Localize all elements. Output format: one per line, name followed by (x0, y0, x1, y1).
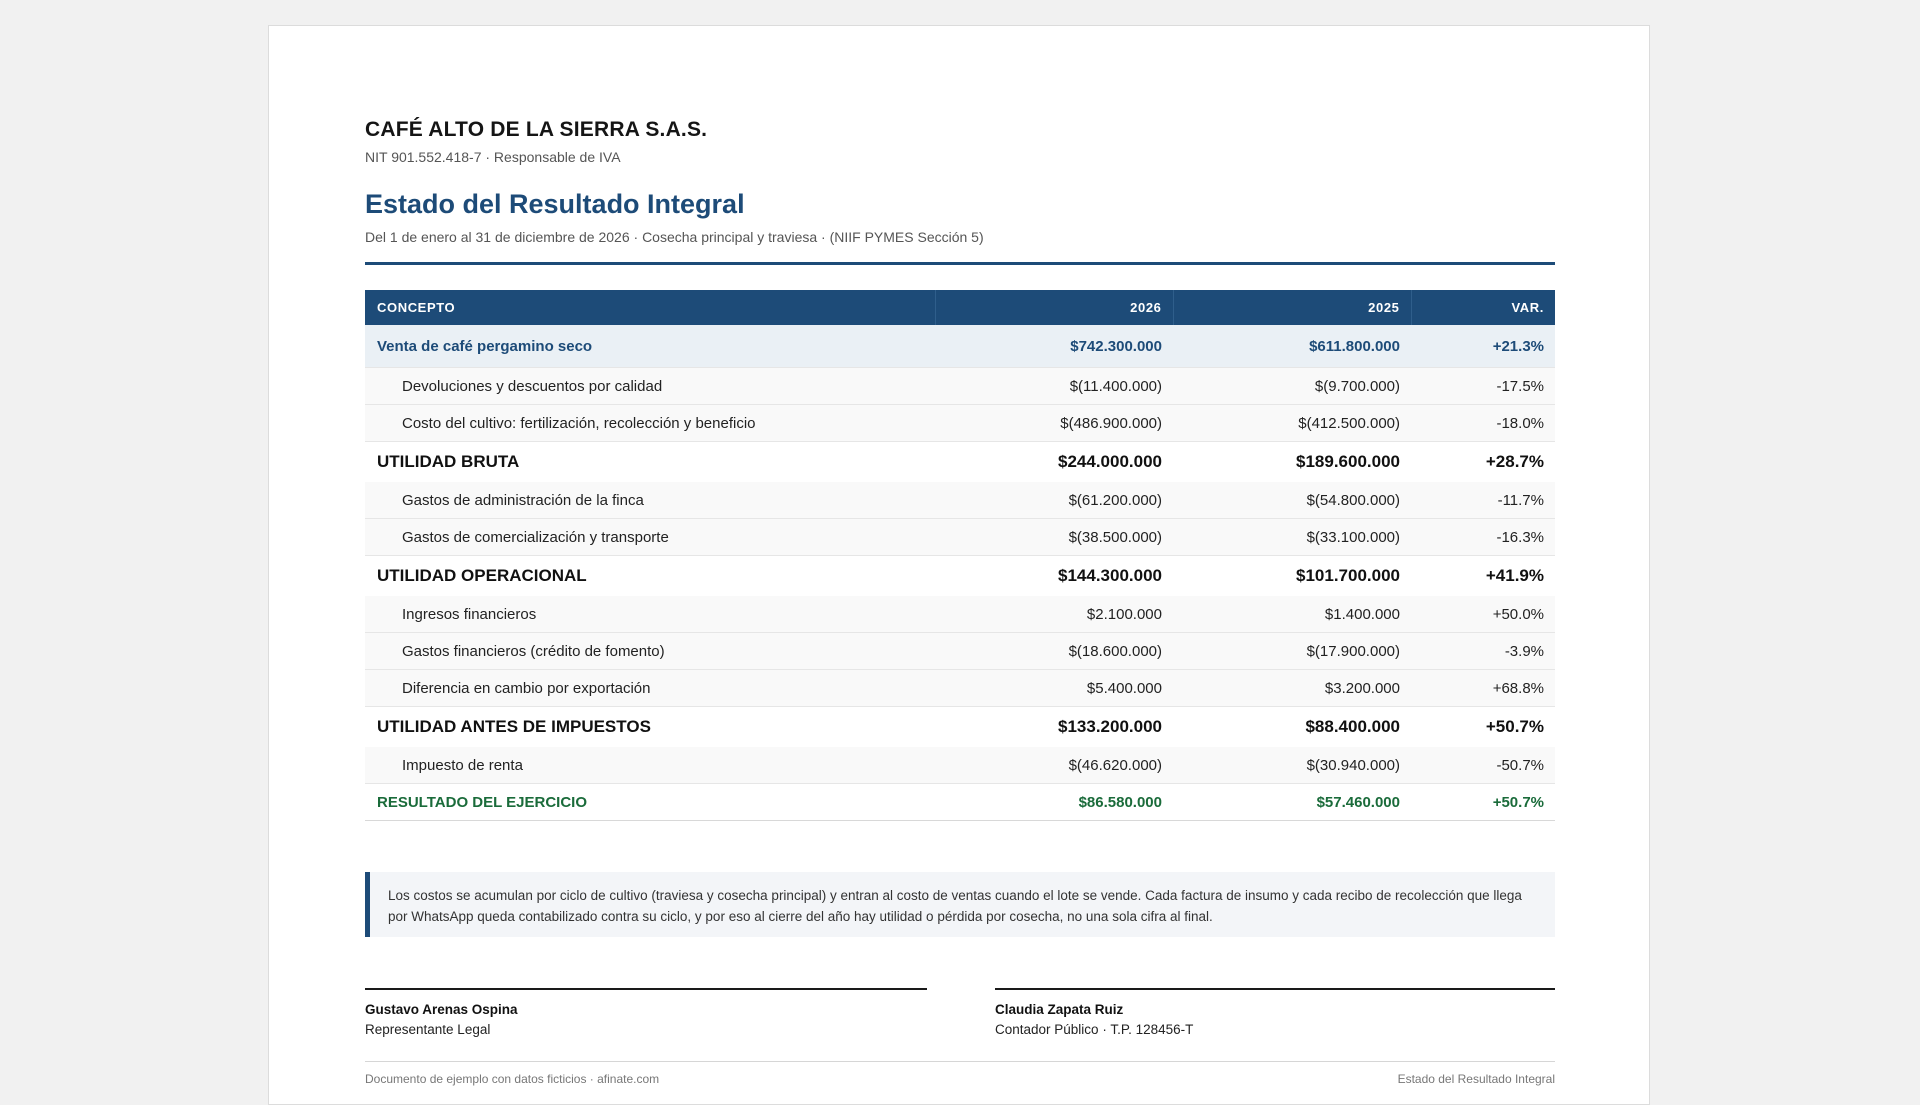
accounting-note: Los costos se acumulan por ciclo de cult… (365, 872, 1555, 937)
row-value-2025: $(17.900.000) (1173, 632, 1411, 670)
signatory-name: Claudia Zapata Ruiz (995, 1002, 1124, 1017)
row-concept: Devoluciones y descuentos por calidad (365, 367, 935, 405)
row-concept: Venta de café pergamino seco (365, 325, 935, 368)
row-concept: UTILIDAD ANTES DE IMPUESTOS (365, 706, 935, 747)
title-divider (365, 262, 1555, 265)
table-row: Gastos de comercialización y transporte … (365, 518, 1555, 556)
row-concept: UTILIDAD BRUTA (365, 441, 935, 482)
row-value-2025: $189.600.000 (1173, 441, 1411, 482)
table-row-subtotal: UTILIDAD BRUTA $244.000.000 $189.600.000… (365, 441, 1555, 482)
signatory-name: Gustavo Arenas Ospina (365, 1002, 518, 1017)
header-variation: VAR. (1411, 290, 1555, 325)
footer-document-name: Estado del Resultado Integral (1397, 1072, 1555, 1086)
row-value-2026: $5.400.000 (935, 669, 1173, 707)
row-variation: +41.9% (1411, 555, 1555, 596)
row-concept: Gastos financieros (crédito de fomento) (365, 632, 935, 670)
table-row: Costo del cultivo: fertilización, recole… (365, 404, 1555, 442)
table-row-result: RESULTADO DEL EJERCICIO $86.580.000 $57.… (365, 783, 1555, 821)
signature-block-legal-rep: Gustavo Arenas Ospina Representante Lega… (365, 988, 927, 1040)
row-value-2026: $(46.620.000) (935, 747, 1173, 784)
row-variation: -11.7% (1411, 482, 1555, 519)
header-concept: CONCEPTO (365, 290, 936, 325)
income-statement-table: CONCEPTO 2026 2025 VAR. Venta de café pe… (365, 290, 1555, 821)
header-2025: 2025 (1173, 290, 1412, 325)
row-value-2026: $(61.200.000) (935, 482, 1173, 519)
table-row-subtotal: UTILIDAD ANTES DE IMPUESTOS $133.200.000… (365, 706, 1555, 747)
row-value-2026: $(11.400.000) (935, 367, 1173, 405)
table-header-row: CONCEPTO 2026 2025 VAR. (365, 290, 1555, 325)
row-variation: -18.0% (1411, 404, 1555, 442)
row-variation: -16.3% (1411, 518, 1555, 556)
row-value-2026: $144.300.000 (935, 555, 1173, 596)
row-value-2025: $1.400.000 (1173, 596, 1411, 633)
row-value-2025: $(30.940.000) (1173, 747, 1411, 784)
row-concept: Ingresos financieros (365, 596, 935, 633)
page-subtitle: Del 1 de enero al 31 de diciembre de 202… (365, 229, 984, 245)
row-value-2026: $742.300.000 (935, 325, 1173, 368)
table-row: Impuesto de renta $(46.620.000) $(30.940… (365, 747, 1555, 784)
row-concept: Diferencia en cambio por exportación (365, 669, 935, 707)
row-value-2026: $133.200.000 (935, 706, 1173, 747)
row-concept: Gastos de administración de la finca (365, 482, 935, 519)
signature-block-accountant: Claudia Zapata Ruiz Contador Público · T… (995, 988, 1555, 1040)
row-variation: -17.5% (1411, 367, 1555, 405)
table-row: Gastos de administración de la finca $(6… (365, 482, 1555, 519)
row-value-2025: $(9.700.000) (1173, 367, 1411, 405)
row-variation: -3.9% (1411, 632, 1555, 670)
page-title: Estado del Resultado Integral (365, 189, 745, 219)
row-concept: UTILIDAD OPERACIONAL (365, 555, 935, 596)
row-variation: +68.8% (1411, 669, 1555, 707)
row-value-2026: $86.580.000 (935, 783, 1173, 821)
row-variation: +28.7% (1411, 441, 1555, 482)
row-value-2026: $(38.500.000) (935, 518, 1173, 556)
table-row: Gastos financieros (crédito de fomento) … (365, 632, 1555, 670)
row-concept: Costo del cultivo: fertilización, recole… (365, 404, 935, 442)
row-variation: +50.7% (1411, 706, 1555, 747)
row-variation: -50.7% (1411, 747, 1555, 784)
company-nit: NIT 901.552.418-7 · Responsable de IVA (365, 149, 621, 165)
row-concept: Impuesto de renta (365, 747, 935, 784)
company-name: CAFÉ ALTO DE LA SIERRA S.A.S. (365, 118, 708, 141)
row-concept: Gastos de comercialización y transporte (365, 518, 935, 556)
row-variation: +21.3% (1411, 325, 1555, 368)
row-value-2025: $57.460.000 (1173, 783, 1411, 821)
table-row-subtotal: UTILIDAD OPERACIONAL $144.300.000 $101.7… (365, 555, 1555, 596)
footer-disclaimer: Documento de ejemplo con datos ficticios… (365, 1072, 660, 1086)
row-value-2025: $101.700.000 (1173, 555, 1411, 596)
row-variation: +50.7% (1411, 783, 1555, 821)
footer-divider (365, 1061, 1555, 1062)
header-2026: 2026 (935, 290, 1174, 325)
table-row: Diferencia en cambio por exportación $5.… (365, 669, 1555, 707)
row-value-2025: $(54.800.000) (1173, 482, 1411, 519)
row-value-2025: $88.400.000 (1173, 706, 1411, 747)
row-value-2026: $244.000.000 (935, 441, 1173, 482)
row-value-2025: $3.200.000 (1173, 669, 1411, 707)
row-value-2025: $(412.500.000) (1173, 404, 1411, 442)
table-row: Ingresos financieros $2.100.000 $1.400.0… (365, 596, 1555, 633)
row-variation: +50.0% (1411, 596, 1555, 633)
row-value-2025: $(33.100.000) (1173, 518, 1411, 556)
row-value-2026: $(18.600.000) (935, 632, 1173, 670)
row-value-2026: $(486.900.000) (935, 404, 1173, 442)
signatory-role: Representante Legal (365, 1022, 491, 1037)
row-value-2026: $2.100.000 (935, 596, 1173, 633)
table-row-revenue: Venta de café pergamino seco $742.300.00… (365, 325, 1555, 368)
table-row: Devoluciones y descuentos por calidad $(… (365, 367, 1555, 405)
document-page: CAFÉ ALTO DE LA SIERRA S.A.S. NIT 901.55… (268, 25, 1650, 1105)
row-concept: RESULTADO DEL EJERCICIO (365, 783, 935, 821)
row-value-2025: $611.800.000 (1173, 325, 1411, 368)
signatory-role: Contador Público · T.P. 128456-T (995, 1022, 1194, 1037)
